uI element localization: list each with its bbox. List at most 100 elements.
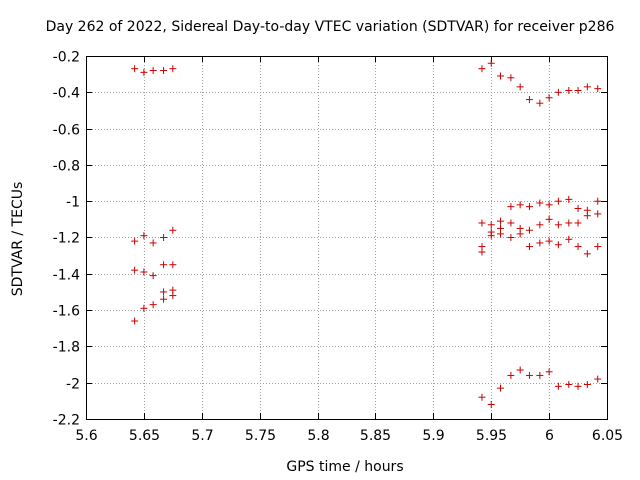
data-point	[140, 268, 148, 276]
data-point	[140, 232, 148, 240]
data-point	[594, 375, 602, 383]
x-tick-label: 5.8	[307, 428, 329, 444]
data-point	[554, 241, 562, 249]
y-tick-label: -1.8	[53, 340, 80, 356]
grid-layer	[86, 56, 607, 419]
data-point	[487, 59, 495, 67]
y-tick-label: -1.4	[53, 268, 80, 284]
y-tick-label: -1.6	[53, 304, 80, 320]
chart-title: Day 262 of 2022, Sidereal Day-to-day VTE…	[46, 19, 615, 35]
y-tick-label: -0.4	[53, 86, 80, 102]
data-point	[574, 219, 582, 227]
data-point	[478, 219, 486, 227]
data-point	[525, 243, 533, 251]
data-point	[594, 243, 602, 251]
data-point	[507, 371, 515, 379]
data-point	[545, 201, 553, 209]
data-point	[583, 250, 591, 258]
y-tick-label: -2.2	[53, 413, 80, 429]
data-point	[583, 381, 591, 389]
data-point	[545, 215, 553, 223]
data-point	[149, 272, 157, 280]
data-point	[536, 99, 544, 107]
data-point	[169, 286, 177, 294]
data-point	[545, 237, 553, 245]
data-point	[140, 68, 148, 76]
data-point	[565, 195, 573, 203]
data-point	[160, 261, 168, 269]
data-point	[507, 219, 515, 227]
data-point	[516, 83, 524, 91]
y-tick-label: -1.2	[53, 231, 80, 247]
x-tick-label: 5.95	[476, 428, 507, 444]
data-point	[545, 368, 553, 376]
data-point	[149, 239, 157, 247]
data-point	[516, 366, 524, 374]
y-tick-label: -0.6	[53, 123, 80, 139]
data-point	[594, 85, 602, 93]
data-point	[583, 212, 591, 220]
data-point	[507, 234, 515, 241]
data-point	[169, 226, 177, 234]
data-point	[536, 371, 544, 379]
data-point	[516, 230, 524, 238]
data-point	[478, 248, 486, 256]
data-point	[478, 65, 486, 73]
data-point	[160, 234, 168, 241]
data-point	[536, 239, 544, 247]
data-point	[496, 217, 504, 225]
data-point	[131, 237, 139, 245]
data-point	[478, 393, 486, 401]
data-point	[487, 232, 495, 240]
x-tick-label: 5.65	[129, 428, 160, 444]
data-point	[525, 96, 533, 104]
x-tick-label: 5.75	[245, 428, 276, 444]
x-tick-label: 6	[545, 428, 554, 444]
data-point	[536, 221, 544, 229]
y-axis-label: SDTVAR / TECUs	[10, 182, 26, 297]
y-tick-label: -2	[66, 377, 80, 393]
data-point	[574, 243, 582, 251]
y-tick-label: -0.2	[53, 50, 80, 66]
data-point	[160, 288, 168, 296]
data-point	[496, 72, 504, 80]
data-point	[565, 381, 573, 389]
data-point	[554, 221, 562, 229]
data-point	[160, 295, 168, 303]
data-point	[507, 74, 515, 82]
data-point	[487, 400, 495, 408]
y-tick-label: -1	[66, 195, 80, 211]
data-point	[554, 88, 562, 96]
y-tick-label: -0.8	[53, 159, 80, 175]
x-tick-label: 6.05	[592, 428, 623, 444]
data-point	[496, 230, 504, 238]
data-point	[487, 221, 495, 229]
data-point	[140, 304, 148, 312]
marker-layer	[131, 59, 602, 408]
x-tick-label: 5.7	[191, 428, 213, 444]
x-tick-label: 5.9	[422, 428, 444, 444]
data-point	[525, 226, 533, 234]
data-point	[554, 382, 562, 390]
data-point	[149, 301, 157, 309]
data-point	[149, 67, 157, 75]
data-point	[594, 210, 602, 218]
data-point	[536, 199, 544, 207]
data-point	[160, 67, 168, 75]
data-point	[574, 382, 582, 390]
data-point	[131, 266, 139, 274]
data-point	[565, 219, 573, 227]
data-point	[583, 83, 591, 91]
data-point	[574, 204, 582, 212]
data-point	[507, 203, 515, 211]
data-point	[169, 261, 177, 269]
data-point	[594, 197, 602, 205]
data-point	[131, 65, 139, 73]
data-point	[169, 65, 177, 73]
data-point	[565, 235, 573, 243]
x-axis-label: GPS time / hours	[286, 459, 403, 475]
data-point	[574, 86, 582, 94]
data-point	[496, 384, 504, 392]
